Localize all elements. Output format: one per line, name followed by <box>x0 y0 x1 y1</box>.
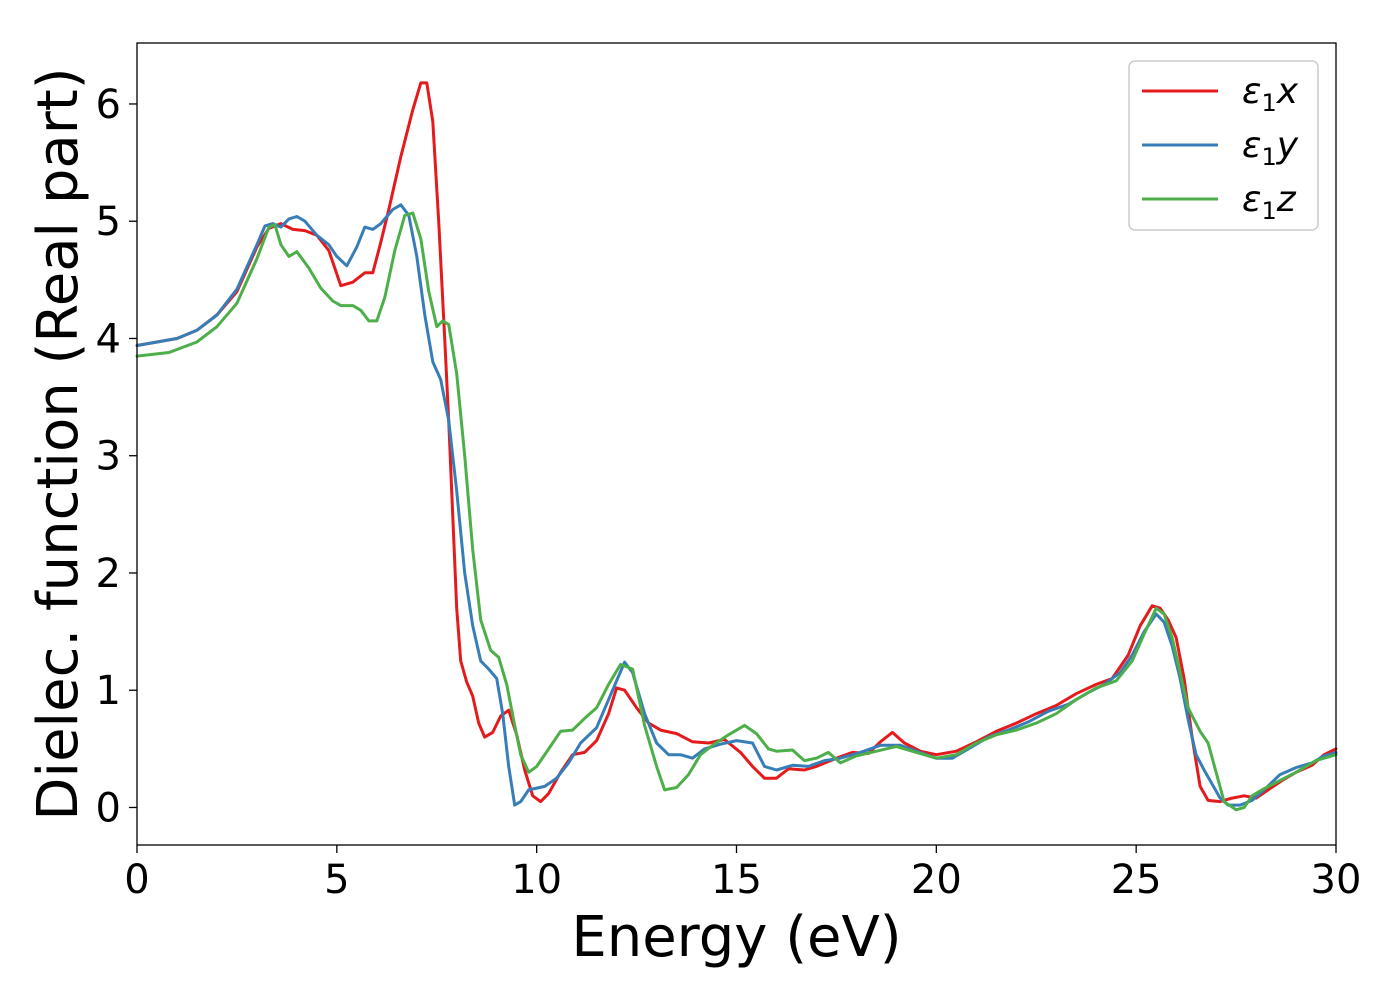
x-tick-label: 25 <box>1111 857 1162 903</box>
y-tick-label: 4 <box>96 316 121 362</box>
y-tick-label: 6 <box>96 82 121 128</box>
legend-label-x: ε1x <box>1242 71 1299 117</box>
x-tick-label: 30 <box>1311 857 1362 903</box>
legend-box <box>1128 60 1319 231</box>
x-tick-label: 20 <box>911 857 962 903</box>
series-layer <box>135 81 1338 812</box>
x-tick-label: 5 <box>324 857 349 903</box>
legend: ε1x ε1y ε1z <box>1128 60 1319 231</box>
y-axis-ticks: 0 1 2 3 4 5 6 <box>96 82 137 831</box>
x-axis-ticks: 0 5 10 15 20 25 30 <box>124 845 1361 903</box>
x-axis-title: Energy (eV) <box>571 905 901 970</box>
x-tick-label: 10 <box>511 857 562 903</box>
y-axis-title: Dielec. function (Real part) <box>26 67 91 820</box>
legend-label-z: ε1z <box>1242 179 1297 225</box>
series-line-y <box>135 203 1338 807</box>
series-line-z <box>135 211 1338 812</box>
y-tick-label: 2 <box>96 551 121 597</box>
y-tick-label: 0 <box>96 785 121 831</box>
y-tick-label: 5 <box>96 199 121 245</box>
y-tick-label: 3 <box>96 434 121 480</box>
legend-label-y: ε1y <box>1242 125 1299 171</box>
x-tick-label: 15 <box>711 857 762 903</box>
x-tick-label: 0 <box>124 857 149 903</box>
y-tick-label: 1 <box>96 668 121 714</box>
